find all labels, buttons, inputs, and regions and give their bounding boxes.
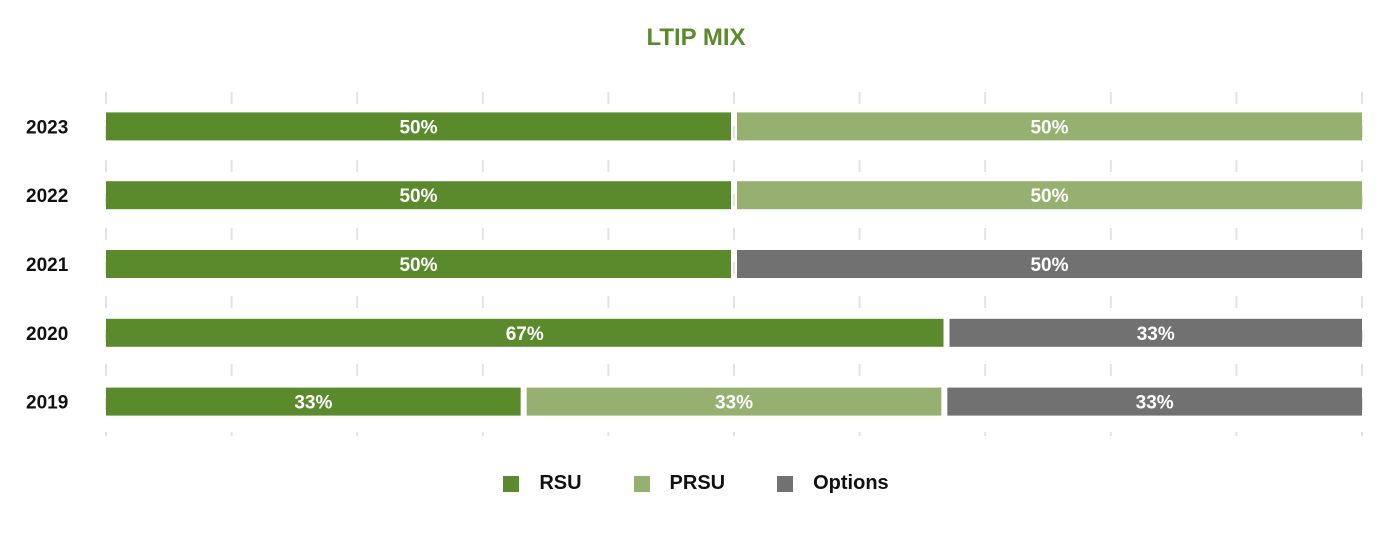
legend-item-rsu: RSU (503, 472, 582, 495)
bar-rsu-2021 (106, 250, 731, 278)
category-label: 2023 (26, 117, 68, 138)
bar-rsu-2019 (106, 387, 521, 416)
bar-options-2019 (947, 387, 1362, 416)
bar-rsu-2020 (106, 318, 944, 347)
data-label: 33% (1137, 324, 1175, 345)
bar-prsu-2023 (737, 112, 1362, 141)
data-label: 50% (1030, 186, 1068, 207)
data-label: 50% (1030, 255, 1068, 276)
category-label: 2019 (26, 393, 68, 414)
data-label: 33% (294, 393, 332, 414)
legend-label: RSU (539, 472, 582, 494)
bar-prsu-2022 (737, 181, 1362, 210)
data-label: 50% (1030, 117, 1068, 138)
legend-item-prsu: PRSU (633, 472, 726, 495)
data-label: 33% (715, 393, 753, 414)
bar-rsu-2023 (106, 112, 731, 141)
legend-label: Options (813, 472, 889, 494)
category-label: 2021 (26, 255, 69, 276)
data-label: 67% (506, 324, 544, 345)
legend-item-options: Options (777, 472, 889, 495)
bar-prsu-2019 (526, 387, 942, 416)
legend-swatch (503, 475, 520, 492)
category-label: 2020 (26, 324, 68, 345)
chart-title: LTIP MIX (646, 24, 746, 51)
legend-swatch (633, 475, 650, 492)
bar-options-2021 (737, 250, 1362, 278)
data-label: 33% (1136, 393, 1174, 414)
category-label: 2022 (26, 186, 68, 207)
legend-swatch (777, 475, 794, 492)
bar-rsu-2022 (106, 181, 731, 210)
chart-legend: RSU PRSU Options (0, 472, 1392, 495)
legend-label: PRSU (669, 472, 726, 494)
data-label: 50% (399, 117, 437, 138)
data-label: 50% (399, 186, 437, 207)
data-label: 50% (399, 255, 437, 276)
bar-options-2020 (949, 318, 1362, 347)
